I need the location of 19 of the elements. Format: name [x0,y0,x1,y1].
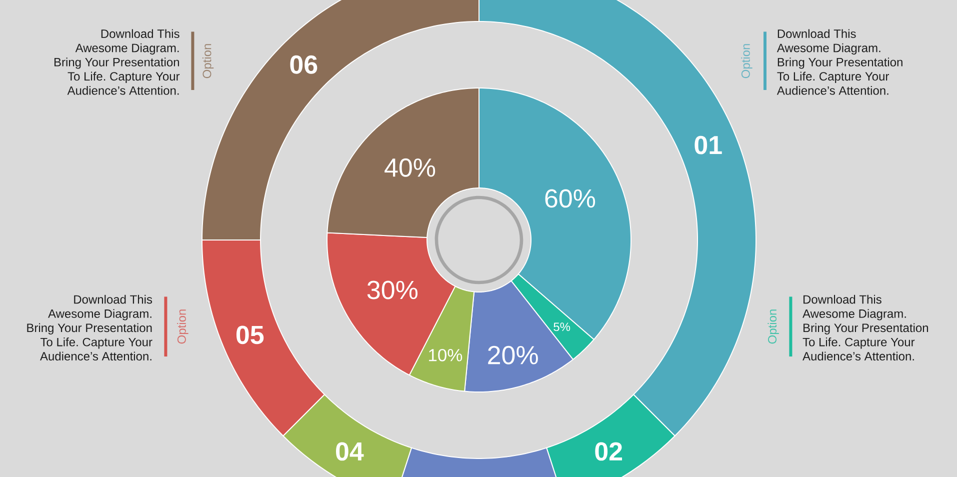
slice-label: 06 [290,55,318,74]
text: Option [177,310,188,344]
data-label: 40% [384,158,436,177]
text: Option [202,44,214,78]
data-label: 30% [367,280,418,300]
text: Download This Awesome Diagram. Bring Your Presentation To Life. Capture Your Audience’s Attention. [27,294,152,361]
text: Download This Awesome Diagram. Bring Your Presentation To Life. Capture Your Audience’s Attention. [776,29,902,95]
text: Option [741,44,752,78]
data-label: 5% [554,322,570,332]
slice-label: 04 [336,442,364,461]
slice-label: 02 [595,442,622,461]
text: Download This Awesome Diagram. Bring Your Presentation To Life. Capture Your Audience’s Attention. [802,294,928,361]
slice-label: 05 [236,326,264,344]
text: Option [768,310,779,344]
slice-label: 01 [694,136,722,154]
text: Download This Awesome Diagram. Bring Your Presentation To Life. Capture Your Audience’s Attention. [54,29,180,95]
data-label: 60% [545,189,596,208]
data-label: 20% [488,346,538,364]
data-label: 10% [429,348,462,362]
